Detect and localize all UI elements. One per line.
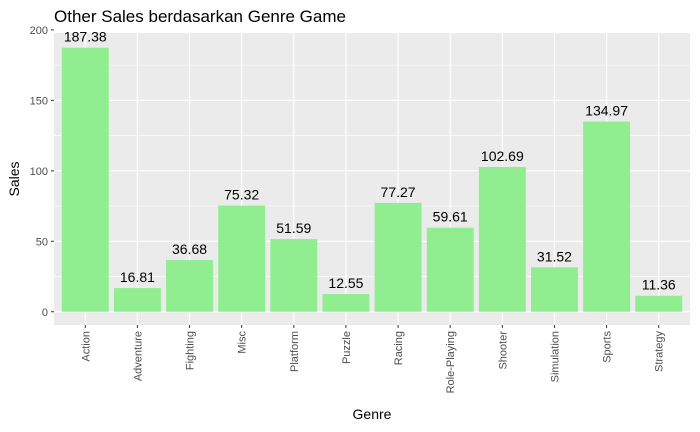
x-tick-label: Shooter: [497, 331, 509, 370]
bar: [426, 227, 474, 312]
y-axis-title: Sales: [6, 161, 22, 196]
x-tick-label: Action: [80, 331, 92, 362]
bar-value-label: 11.36: [642, 277, 676, 293]
y-tick-label: 0: [42, 307, 48, 319]
bar: [374, 202, 422, 312]
x-tick-label: Puzzle: [341, 331, 353, 364]
bar: [322, 294, 370, 312]
bar-value-label: 16.81: [120, 269, 155, 285]
bar-value-label: 36.68: [172, 241, 207, 257]
bar: [61, 47, 109, 312]
bar: [531, 267, 578, 312]
bar-value-label: 134.97: [585, 103, 628, 119]
bar: [166, 260, 213, 312]
x-tick-label: Strategy: [654, 331, 666, 372]
bar: [270, 239, 318, 312]
x-tick-label: Role-Playing: [445, 331, 457, 393]
bar: [113, 288, 161, 312]
bar-value-label: 12.55: [328, 275, 363, 291]
x-tick-label: Misc: [237, 331, 249, 354]
bar: [583, 121, 631, 312]
y-tick-label: 150: [30, 95, 48, 107]
y-tick-label: 50: [36, 236, 48, 248]
x-tick-label: Adventure: [132, 331, 144, 381]
bar-value-label: 51.59: [276, 220, 311, 236]
bar-value-label: 31.52: [537, 248, 572, 264]
x-tick-label: Racing: [393, 331, 405, 365]
x-axis-title: Genre: [353, 406, 392, 422]
value-labels: 187.38 16.81 36.68 75.32 51.59 12.55 77.27 59.6…: [64, 29, 676, 293]
y-tick-label: 100: [30, 166, 48, 178]
x-tick-label: Platform: [289, 331, 301, 372]
bar: [218, 205, 266, 312]
bar-value-label: 102.69: [481, 148, 524, 164]
x-tick-label: Simulation: [549, 331, 561, 382]
chart-title: Other Sales berdasarkan Genre Game: [54, 7, 346, 26]
y-tick-label: 200: [30, 25, 48, 37]
bars: [61, 47, 683, 312]
bar: [635, 295, 683, 312]
bar-value-label: 77.27: [381, 184, 416, 200]
x-tick-label: Fighting: [185, 331, 197, 370]
bar: [478, 167, 526, 312]
bar-value-label: 187.38: [64, 29, 107, 45]
x-tick-label: Sports: [602, 331, 614, 363]
bar-value-label: 59.61: [433, 209, 468, 225]
bar-value-label: 75.32: [224, 187, 259, 203]
x-axis: Action Adventure Fighting Misc Platform Puzzl…: [80, 325, 666, 393]
y-axis: 0 50 100 150 200: [30, 25, 54, 319]
